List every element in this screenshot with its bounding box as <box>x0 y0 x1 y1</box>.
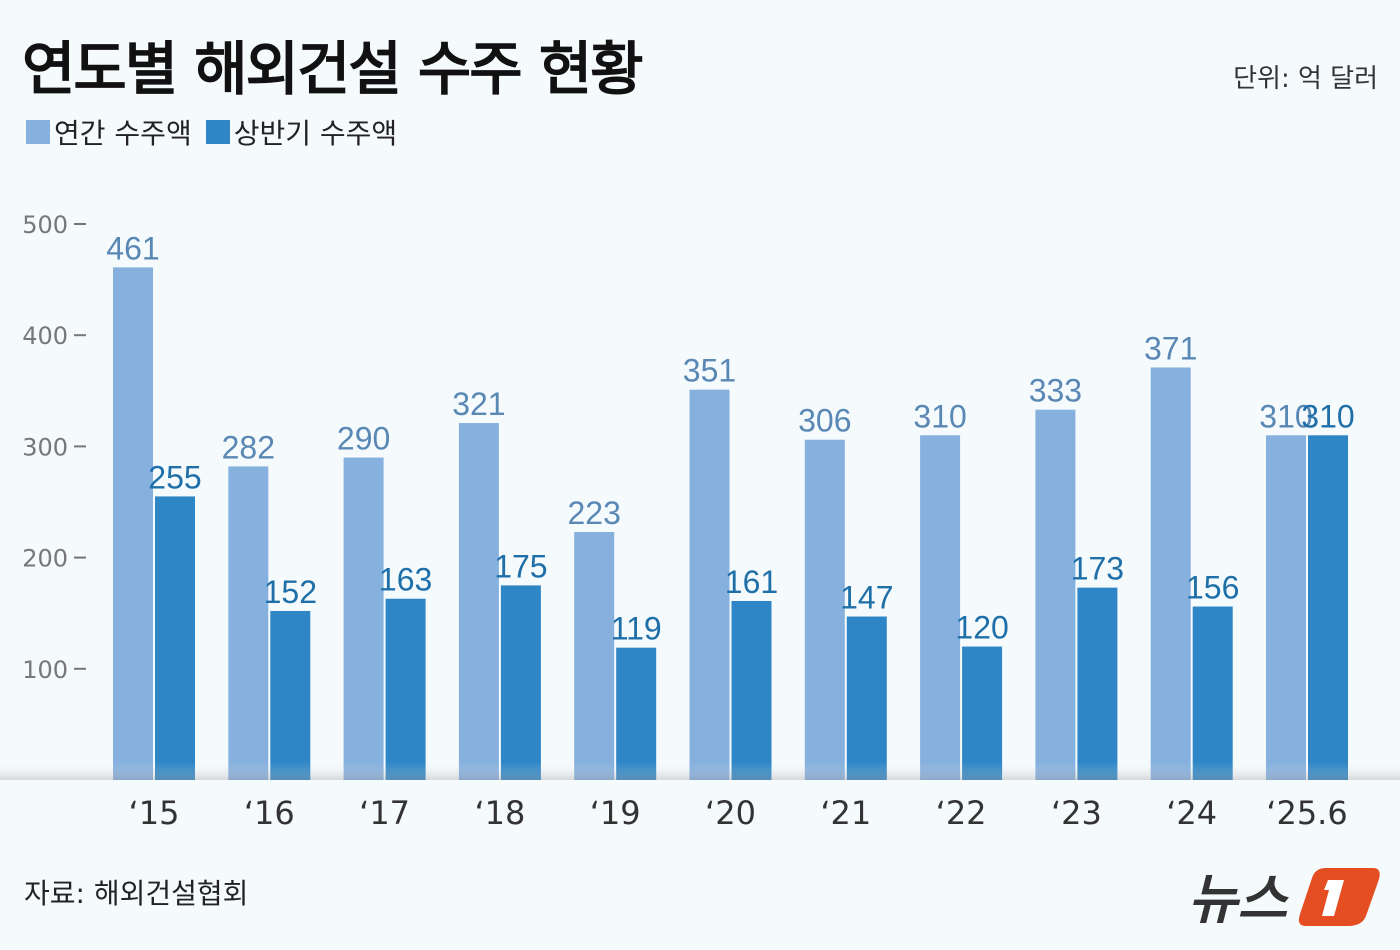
data-label-half: 310 <box>1301 398 1354 434</box>
legend: 연간 수주액 상반기 수주액 <box>26 112 397 152</box>
data-label-half: 120 <box>955 610 1008 646</box>
bar-half <box>385 598 426 780</box>
bar-half <box>962 646 1003 780</box>
bar-half <box>616 647 657 780</box>
bar-annual <box>689 389 730 780</box>
bar-annual <box>228 466 269 780</box>
data-label-annual: 310 <box>1259 398 1312 434</box>
bar-annual <box>1035 409 1076 780</box>
bar-annual <box>113 267 153 780</box>
x-tick-label: ‘17 <box>359 794 410 832</box>
data-label-annual: 321 <box>452 386 505 422</box>
bar-annual <box>458 423 499 780</box>
x-tick-label: ‘18 <box>474 794 525 832</box>
bar-half <box>846 616 887 780</box>
y-tick-label: 500 <box>22 211 68 239</box>
bar-annual <box>920 435 961 780</box>
chart-title: 연도별 해외건설 수주 현황 <box>22 35 644 103</box>
bar-half <box>1192 606 1233 780</box>
bar-annual <box>1266 435 1306 780</box>
legend-swatch-annual <box>26 120 50 144</box>
data-label-annual: 223 <box>568 495 621 531</box>
bar-annual <box>1150 367 1191 780</box>
bar-annual <box>804 439 845 780</box>
legend-swatch-half <box>205 120 230 144</box>
x-tick-label: ‘20 <box>705 794 756 832</box>
data-label-half: 161 <box>725 564 778 600</box>
x-tick-label: ‘23 <box>1051 794 1102 832</box>
data-label-annual: 290 <box>337 421 390 457</box>
data-label-half: 163 <box>379 562 432 598</box>
x-tick-label: ‘22 <box>936 794 987 832</box>
data-label-half: 152 <box>264 574 317 610</box>
data-label-half: 255 <box>148 459 201 495</box>
bar-annual <box>343 457 384 780</box>
data-label-annual: 310 <box>913 398 966 434</box>
x-tick-label: ‘16 <box>244 794 295 832</box>
data-label-half: 175 <box>494 548 547 584</box>
x-tick-label: ‘24 <box>1166 794 1217 832</box>
data-label-half: 147 <box>840 580 893 616</box>
y-tick-label: 200 <box>22 545 68 573</box>
legend-label-half: 상반기 수주액 <box>233 117 398 150</box>
data-label-half: 156 <box>1186 570 1239 606</box>
bar-half <box>270 610 311 780</box>
data-label-annual: 282 <box>222 429 275 465</box>
y-tick-label: 300 <box>22 433 68 461</box>
legend-item-annual: 연간 수주액 <box>26 112 192 152</box>
y-tick-label: 400 <box>22 322 68 350</box>
news1-logo: 뉴스 <box>1188 868 1380 930</box>
x-tick-label: ‘25.6 <box>1266 794 1347 832</box>
data-label-half: 173 <box>1071 551 1124 587</box>
legend-item-half: 상반기 수주액 <box>205 112 398 152</box>
data-label-half: 119 <box>611 611 662 647</box>
bar-half <box>1308 435 1348 780</box>
bar-half <box>500 585 541 780</box>
unit-label: 단위: 억 달러 <box>1233 64 1378 94</box>
bar-half <box>1077 587 1118 780</box>
bar-half <box>731 600 772 780</box>
x-tick-label: ‘21 <box>820 794 871 832</box>
bar-half <box>155 496 195 780</box>
source-note: 자료: 해외건설협회 <box>24 877 249 910</box>
x-tick-label: ‘15 <box>129 794 180 832</box>
data-label-annual: 333 <box>1029 373 1082 409</box>
baseline-shadow <box>0 762 1400 780</box>
x-tick-label: ‘19 <box>590 794 641 832</box>
bar-annual <box>574 532 615 780</box>
svg-text:뉴스: 뉴스 <box>1188 868 1290 930</box>
data-label-annual: 351 <box>683 353 736 389</box>
y-tick-label: 100 <box>22 656 68 684</box>
legend-label-annual: 연간 수주액 <box>54 117 192 150</box>
data-label-annual: 371 <box>1144 330 1197 366</box>
data-label-annual: 306 <box>798 403 851 439</box>
data-label-annual: 461 <box>106 230 159 266</box>
